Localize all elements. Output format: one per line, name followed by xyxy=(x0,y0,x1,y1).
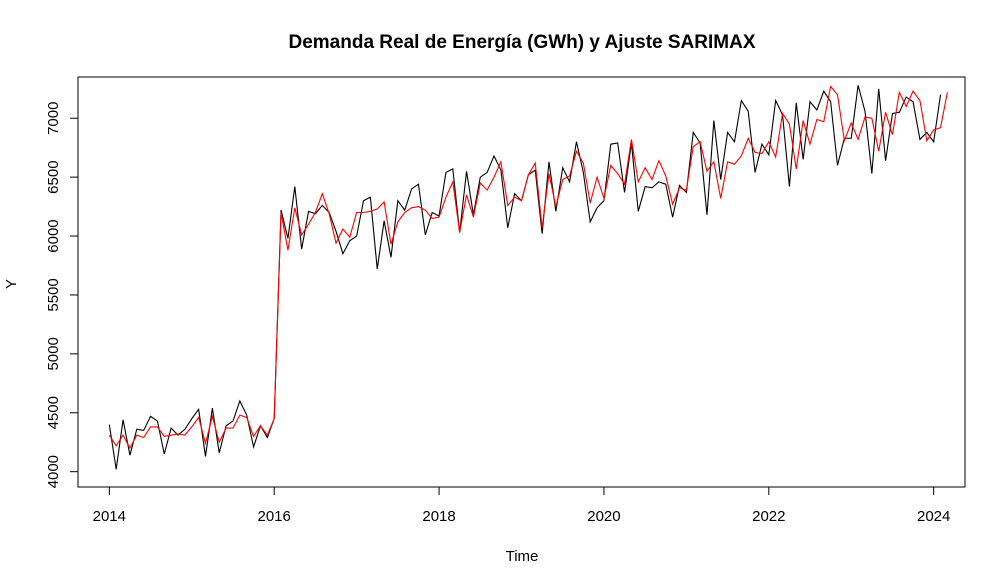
y-tick-label: 4000 xyxy=(45,455,62,488)
x-axis: 2014 2016 2018 2020 2022 2024 xyxy=(93,486,950,525)
series-line-2 xyxy=(108,85,948,450)
series-line-1 xyxy=(108,85,942,470)
y-tick-label: 6500 xyxy=(45,160,62,193)
y-tick-label: 7000 xyxy=(45,102,62,135)
x-tick-label: 2018 xyxy=(422,508,455,525)
chart-title: Demanda Real de Energía (GWh) y Ajuste S… xyxy=(289,32,756,53)
x-tick-label: 2024 xyxy=(917,508,950,525)
series-layer xyxy=(108,85,948,470)
x-tick-label: 2022 xyxy=(752,508,785,525)
x-axis-label: Time xyxy=(506,548,539,565)
y-tick-label: 6000 xyxy=(45,219,62,252)
y-axis: 4000 4500 5000 5500 6000 6500 7000 xyxy=(45,102,79,488)
y-tick-label: 5500 xyxy=(45,278,62,311)
x-tick-label: 2020 xyxy=(587,508,620,525)
y-tick-label: 4500 xyxy=(45,396,62,429)
x-tick-label: 2016 xyxy=(258,508,291,525)
x-tick-label: 2014 xyxy=(93,508,126,525)
y-tick-label: 5000 xyxy=(45,337,62,370)
y-axis-label: Y xyxy=(3,279,20,289)
plot-frame xyxy=(77,76,966,488)
